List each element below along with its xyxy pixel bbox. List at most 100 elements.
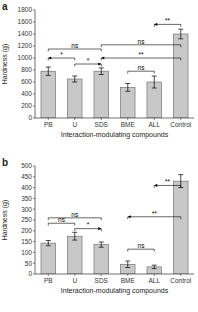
bracket-line <box>128 249 155 251</box>
x-tick <box>180 274 181 276</box>
bracket-label: ns <box>71 211 79 218</box>
y-tick-label: 1600 <box>18 18 33 25</box>
panel: a020040060080010001200140016001800PBUSDS… <box>1 1 194 139</box>
bar <box>94 245 109 274</box>
bracket: ns <box>128 242 155 252</box>
y-tick <box>33 230 35 231</box>
x-axis <box>35 274 194 275</box>
bracket-label: ns <box>138 38 146 45</box>
bracket-label: ns <box>71 42 79 49</box>
x-tick <box>48 118 49 120</box>
x-tick-label: Control <box>170 277 192 284</box>
y-axis-label: Hardness (g) <box>1 200 9 240</box>
x-tick-label: SDS <box>95 121 109 128</box>
y-tick-label: 0 <box>28 270 32 277</box>
x-tick <box>48 274 49 276</box>
x-tick <box>180 118 181 120</box>
bar <box>67 236 82 274</box>
bracket-line <box>48 58 75 60</box>
bracket-arrow <box>98 227 101 230</box>
y-tick <box>33 46 35 47</box>
bracket-label: ** <box>165 17 171 24</box>
y-tick-label: 0 <box>28 114 32 121</box>
x-axis-label: Interaction-modulating compounds <box>61 131 169 139</box>
y-tick <box>33 22 35 23</box>
bracket-line <box>48 218 101 220</box>
bracket: ns <box>48 42 101 52</box>
x-tick-label: PB <box>44 121 53 128</box>
y-axis <box>35 10 36 118</box>
y-tick-label: 1400 <box>18 30 33 37</box>
bracket-arrow <box>101 56 104 59</box>
y-tick-label: 200 <box>21 102 32 109</box>
error-bar <box>46 241 51 246</box>
bar <box>94 71 109 118</box>
bracket-line <box>48 223 75 225</box>
bracket: ns <box>48 211 101 221</box>
bracket-line <box>48 49 101 51</box>
bar <box>173 181 188 274</box>
y-tick <box>33 176 35 177</box>
x-tick-label: U <box>72 277 77 284</box>
bracket-arrow <box>98 62 101 65</box>
x-tick-label: SDS <box>95 277 109 284</box>
error-bar <box>99 242 104 247</box>
figure: a020040060080010001200140016001800PBUSDS… <box>0 0 198 312</box>
y-tick <box>33 166 35 167</box>
bracket: ns <box>101 38 181 48</box>
error-bar <box>72 232 77 240</box>
y-tick-label: 300 <box>21 206 32 213</box>
marks <box>41 29 188 118</box>
y-tick-label: 600 <box>21 78 32 85</box>
y-axis-label: Hardness (g) <box>1 44 9 84</box>
bracket-label: ns <box>138 242 146 249</box>
y-tick <box>33 198 35 199</box>
y-tick-label: 1800 <box>18 6 33 13</box>
y-tick <box>33 58 35 59</box>
bracket-label: ns <box>58 216 66 223</box>
bar <box>120 87 135 118</box>
error-bar <box>178 29 183 39</box>
x-tick <box>101 274 102 276</box>
y-tick <box>33 187 35 188</box>
bracket-label: ns <box>138 64 146 71</box>
bracket-line <box>75 64 102 66</box>
bracket-line <box>154 185 181 187</box>
bracket-arrow <box>154 23 157 26</box>
error-bar <box>46 67 51 75</box>
bracket-label: * <box>87 57 90 64</box>
x-tick <box>127 274 128 276</box>
bar <box>41 71 56 118</box>
y-tick <box>33 220 35 221</box>
marks <box>41 175 188 274</box>
bracket-line <box>128 71 155 73</box>
bracket-arrow <box>48 56 51 59</box>
x-tick <box>74 118 75 120</box>
panel: b050100150200250300350400450500PBUSDSBME… <box>1 157 194 295</box>
x-tick-label: ALL <box>148 277 160 284</box>
bracket-label: ** <box>165 178 171 185</box>
bracket-arrow <box>128 215 131 218</box>
x-tick-label: BME <box>121 277 136 284</box>
bar <box>41 243 56 274</box>
panel-title: b <box>2 157 8 168</box>
error-bar <box>125 84 130 92</box>
y-tick-label: 400 <box>21 184 32 191</box>
bracket: * <box>75 221 102 231</box>
x-tick <box>154 274 155 276</box>
x-tick <box>101 118 102 120</box>
y-tick <box>33 70 35 71</box>
error-bar <box>99 68 104 75</box>
error-bar <box>152 265 157 268</box>
panel-title: a <box>2 1 8 12</box>
x-axis-label: Interaction-modulating compounds <box>61 287 169 295</box>
bracket-line <box>101 45 181 47</box>
y-tick <box>33 10 35 11</box>
y-tick <box>33 209 35 210</box>
y-tick <box>33 106 35 107</box>
y-tick <box>33 241 35 242</box>
x-tick-label: Control <box>170 121 192 128</box>
bracket: * <box>75 57 102 67</box>
x-tick <box>154 118 155 120</box>
bracket: ** <box>101 51 181 61</box>
